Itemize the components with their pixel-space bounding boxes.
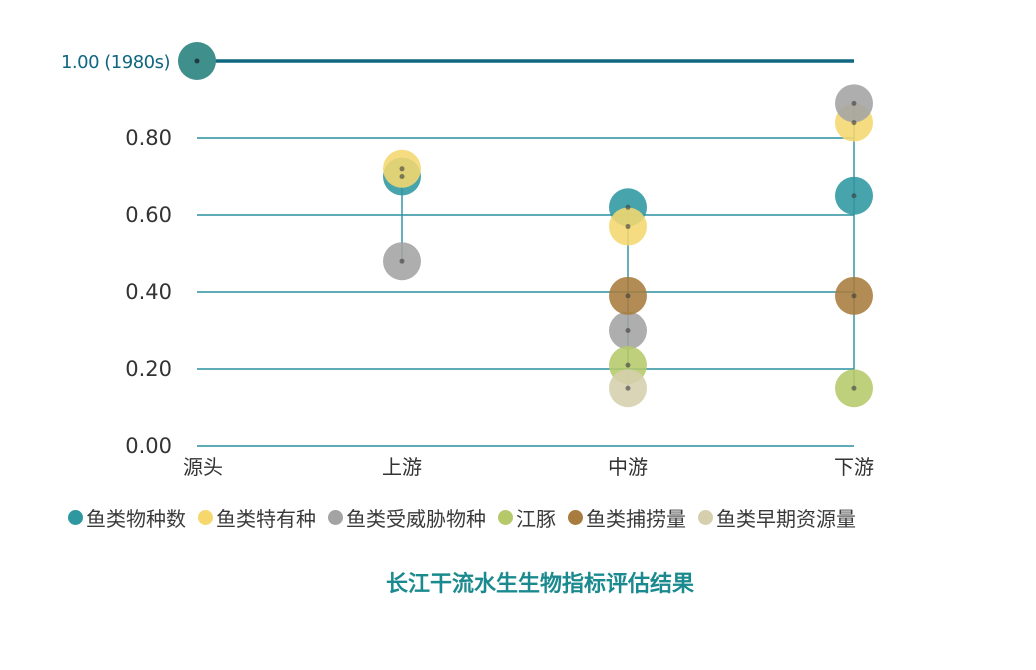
legend-swatch-icon — [568, 510, 583, 525]
data-point-center — [851, 293, 857, 299]
legend-label: 江豚 — [516, 507, 556, 531]
legend-item: 鱼类物种数 — [68, 503, 186, 532]
legend-label: 鱼类早期资源量 — [716, 507, 856, 531]
legend-item: 鱼类受威胁物种 — [328, 503, 486, 532]
legend-swatch-icon — [198, 510, 213, 525]
legend-swatch-icon — [328, 510, 343, 525]
legend-swatch-icon — [498, 510, 513, 525]
data-point-center — [399, 258, 405, 264]
data-point-center — [625, 224, 631, 230]
baseline-label: 1.00 (1980s) — [61, 52, 170, 73]
x-category-label: 中游 — [608, 455, 648, 479]
chart-legend: 鱼类物种数 鱼类特有种 鱼类受威胁物种 江豚 鱼类捕捞量 鱼类早期资源量 — [68, 503, 868, 532]
data-point-center — [399, 166, 405, 172]
legend-item: 鱼类捕捞量 — [568, 503, 686, 532]
data-point-center — [625, 328, 631, 333]
chart-plot-area: 0.00 0.20 0.40 0.60 0.80 1.00 (1980s) 源头 上游 中游 下游 — [61, 42, 874, 479]
x-category-label: 下游 — [834, 455, 874, 479]
data-point-center — [851, 385, 857, 391]
y-tick-label: 0.60 — [125, 203, 172, 227]
data-point-center — [625, 362, 631, 368]
y-tick-label: 0.80 — [125, 126, 172, 150]
legend-label: 鱼类受威胁物种 — [346, 507, 486, 531]
x-category-label: 源头 — [183, 455, 223, 479]
legend-label: 鱼类特有种 — [216, 507, 316, 531]
legend-label: 鱼类捕捞量 — [586, 507, 686, 531]
legend-swatch-icon — [698, 510, 713, 525]
legend-item: 江豚 — [498, 503, 556, 532]
y-tick-label: 0.00 — [125, 434, 172, 458]
legend-swatch-icon — [68, 510, 83, 525]
data-point-center — [851, 100, 857, 106]
baseline-marker-center — [194, 58, 200, 64]
data-point-center — [625, 204, 631, 210]
data-point-center — [625, 385, 631, 391]
data-point-center — [625, 293, 631, 299]
legend-item: 鱼类特有种 — [198, 503, 316, 532]
data-point-center — [851, 193, 857, 199]
data-point-center — [399, 174, 405, 179]
chart-title: 长江干流水生生物指标评估结果 — [385, 572, 694, 597]
y-tick-label: 0.40 — [125, 280, 172, 304]
data-point-center — [851, 120, 857, 126]
x-category-label: 上游 — [382, 455, 422, 479]
y-tick-label: 0.20 — [125, 357, 172, 381]
legend-item: 鱼类早期资源量 — [698, 503, 856, 532]
legend-label: 鱼类物种数 — [86, 507, 186, 531]
